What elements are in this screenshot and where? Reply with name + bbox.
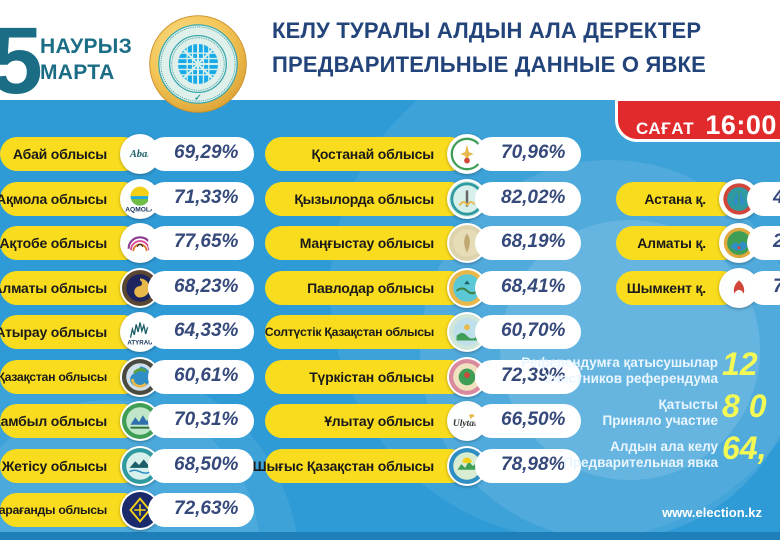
svg-text:✓: ✓ bbox=[194, 93, 202, 103]
